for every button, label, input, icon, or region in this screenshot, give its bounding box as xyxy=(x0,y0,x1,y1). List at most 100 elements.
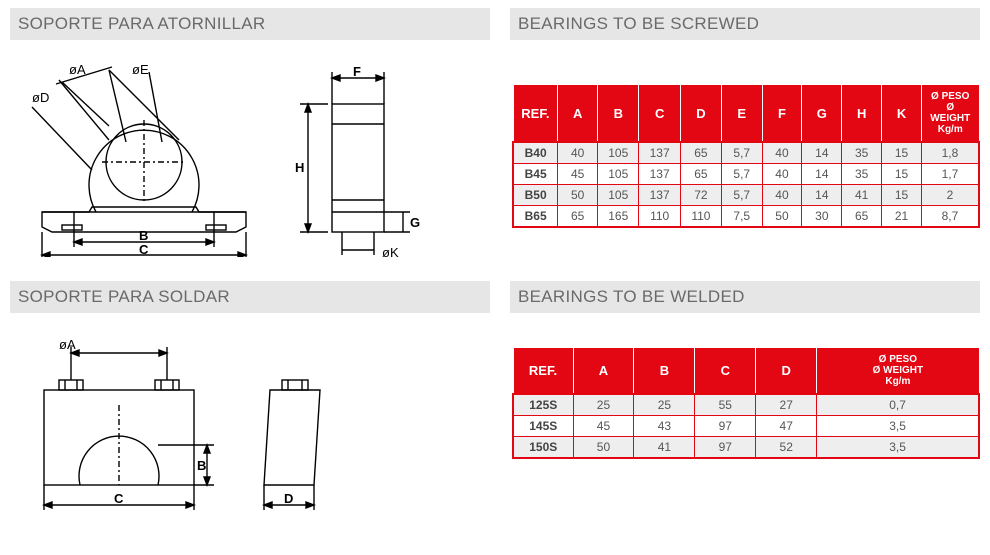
label2-B: B xyxy=(197,458,206,473)
table-cell: 1,8 xyxy=(921,142,979,164)
col-header: REF. xyxy=(513,348,573,395)
table-cell: 15 xyxy=(882,142,922,164)
label-C: C xyxy=(139,242,149,257)
table-cell: 3,5 xyxy=(817,437,979,459)
table-cell: 8,7 xyxy=(921,206,979,228)
table-cell: 72 xyxy=(680,185,721,206)
table-cell: 1,7 xyxy=(921,164,979,185)
table-cell: B65 xyxy=(513,206,558,228)
section1-drawings: øA øD øE B C xyxy=(10,52,492,257)
table-cell: 5,7 xyxy=(721,185,762,206)
table-cell: 14 xyxy=(802,142,842,164)
table-cell: 137 xyxy=(639,164,680,185)
table-cell: 110 xyxy=(680,206,721,228)
col-header: REF. xyxy=(513,85,558,143)
diagram-pillow-front: øA øD øE B C xyxy=(14,62,274,257)
table-cell: 43 xyxy=(634,416,695,437)
table-cell: 65 xyxy=(842,206,882,228)
diagram-weld-front: øA B C xyxy=(14,335,224,515)
table-cell: 5,7 xyxy=(721,164,762,185)
table-cell: 137 xyxy=(639,185,680,206)
table-cell: 15 xyxy=(882,164,922,185)
table-row: 150S504197523,5 xyxy=(513,437,979,459)
col-header: H xyxy=(842,85,882,143)
table-cell: 45 xyxy=(573,416,634,437)
table-cell: 105 xyxy=(598,185,639,206)
col-header: B xyxy=(634,348,695,395)
table-cell: 14 xyxy=(802,164,842,185)
section2-drawings: øA B C D xyxy=(10,325,492,515)
table-cell: 145S xyxy=(513,416,573,437)
table-cell: 30 xyxy=(802,206,842,228)
label-G: G xyxy=(410,215,420,230)
table-cell: 40 xyxy=(762,142,802,164)
col-header: C xyxy=(695,348,756,395)
col-header: D xyxy=(756,348,817,395)
table-row: B65651651101107,5503065218,7 xyxy=(513,206,979,228)
table-cell: 52 xyxy=(756,437,817,459)
table-cell: 40 xyxy=(762,164,802,185)
table-cell: 97 xyxy=(695,437,756,459)
table-cell: 150S xyxy=(513,437,573,459)
section1-title-left: SOPORTE PARA ATORNILLAR xyxy=(10,8,490,40)
table-cell: 25 xyxy=(634,394,695,416)
diagram-pillow-side: F H G øK xyxy=(290,62,430,257)
table-row: B5050105137725,7401441152 xyxy=(513,185,979,206)
col-header: G xyxy=(802,85,842,143)
col-header-weight: Ø PESOØ WEIGHTKg/m xyxy=(817,348,979,395)
table-cell: 47 xyxy=(756,416,817,437)
table-cell: B40 xyxy=(513,142,558,164)
table-screwed: REF.ABCDEFGHKØ PESOØ WEIGHTKg/m B4040105… xyxy=(512,84,980,228)
table-cell: 105 xyxy=(598,142,639,164)
table-cell: 55 xyxy=(695,394,756,416)
col-header-weight: Ø PESOØ WEIGHTKg/m xyxy=(921,85,979,143)
table-cell: 110 xyxy=(639,206,680,228)
table-cell: 41 xyxy=(842,185,882,206)
col-header: A xyxy=(558,85,598,143)
label-F: F xyxy=(353,64,361,79)
label2-C: C xyxy=(114,491,124,506)
table-cell: 50 xyxy=(762,206,802,228)
label-oA: øA xyxy=(69,62,86,77)
col-header: K xyxy=(882,85,922,143)
table-cell: 3,5 xyxy=(817,416,979,437)
label-H: H xyxy=(295,160,304,175)
table-cell: 97 xyxy=(695,416,756,437)
col-header: C xyxy=(639,85,680,143)
table-cell: 165 xyxy=(598,206,639,228)
table-cell: 40 xyxy=(762,185,802,206)
table-cell: 65 xyxy=(558,206,598,228)
table-row: 125S252555270,7 xyxy=(513,394,979,416)
table-row: B4040105137655,7401435151,8 xyxy=(513,142,979,164)
table-cell: 21 xyxy=(882,206,922,228)
diagram-weld-side: D xyxy=(240,335,350,515)
table-cell: 7,5 xyxy=(721,206,762,228)
col-header: A xyxy=(573,348,634,395)
table-cell: 50 xyxy=(573,437,634,459)
table-cell: 25 xyxy=(573,394,634,416)
section2-title-left: SOPORTE PARA SOLDAR xyxy=(10,281,490,313)
table-cell: 65 xyxy=(680,164,721,185)
col-header: F xyxy=(762,85,802,143)
label2-D: D xyxy=(284,491,293,506)
col-header: E xyxy=(721,85,762,143)
table-cell: 35 xyxy=(842,142,882,164)
table-cell: 41 xyxy=(634,437,695,459)
table-cell: 50 xyxy=(558,185,598,206)
table-cell: B45 xyxy=(513,164,558,185)
table-cell: 15 xyxy=(882,185,922,206)
table-cell: 5,7 xyxy=(721,142,762,164)
table-row: B4545105137655,7401435151,7 xyxy=(513,164,979,185)
table-cell: 125S xyxy=(513,394,573,416)
table-cell: 27 xyxy=(756,394,817,416)
table-cell: 45 xyxy=(558,164,598,185)
table-cell: 14 xyxy=(802,185,842,206)
table-welded: REF.ABCDØ PESOØ WEIGHTKg/m 125S252555270… xyxy=(512,347,980,459)
table-row: 145S454397473,5 xyxy=(513,416,979,437)
table-cell: 2 xyxy=(921,185,979,206)
table-cell: B50 xyxy=(513,185,558,206)
label-oK: øK xyxy=(382,245,399,257)
col-header: D xyxy=(680,85,721,143)
table-cell: 65 xyxy=(680,142,721,164)
label-B: B xyxy=(139,228,148,243)
